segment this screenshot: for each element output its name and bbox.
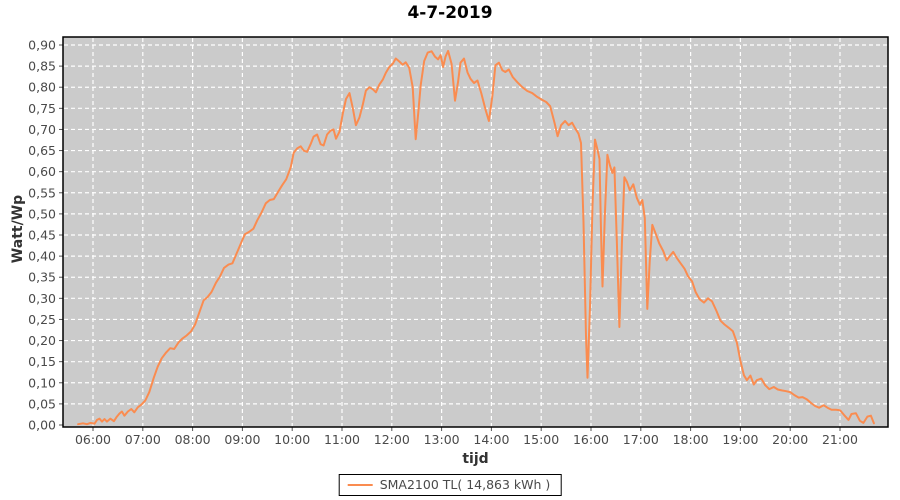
x-tick-label: 20:00: [772, 432, 808, 447]
x-tick-label: 17:00: [623, 432, 659, 447]
x-tick-label: 15:00: [523, 432, 559, 447]
x-axis-title: tijd: [462, 451, 489, 467]
x-tick-label: 07:00: [125, 432, 161, 447]
y-tick-label: 0,60: [28, 164, 56, 179]
legend-line-swatch: [347, 483, 373, 486]
x-tick-label: 14:00: [473, 432, 509, 447]
y-tick-label: 0,15: [28, 354, 56, 369]
y-tick-label: 0,45: [28, 228, 56, 243]
chart-title: 4-7-2019: [407, 3, 493, 23]
legend-series-label: SMA2100 TL( 14,863 kWh ): [379, 477, 551, 492]
y-tick-label: 0,90: [28, 38, 56, 53]
series-line-sma2100-tl: [77, 49, 875, 426]
y-tick-label: 0,50: [28, 206, 56, 221]
y-tick-label: 0,35: [28, 270, 56, 285]
x-tick-label: 10:00: [274, 432, 310, 447]
y-tick-label: 0,75: [28, 101, 56, 116]
y-tick-label: 0,65: [28, 143, 56, 158]
x-tick-label: 19:00: [722, 432, 758, 447]
y-tick-label: 0,00: [28, 418, 56, 433]
x-tick-label: 06:00: [75, 432, 111, 447]
y-tick-label: 0,40: [28, 249, 56, 264]
y-tick-label: 0,70: [28, 122, 56, 137]
x-tick-label: 21:00: [822, 432, 858, 447]
y-tick-label: 0,20: [28, 333, 56, 348]
y-tick-label: 0,80: [28, 80, 56, 95]
y-tick-label: 0,05: [28, 396, 56, 411]
y-tick-label: 0,30: [28, 291, 56, 306]
plot-border: [62, 36, 889, 428]
plot-background: [63, 37, 888, 427]
x-tick-label: 16:00: [573, 432, 609, 447]
x-tick-label: 12:00: [374, 432, 410, 447]
x-tick-label: 18:00: [673, 432, 709, 447]
y-tick-label: 0,55: [28, 185, 56, 200]
x-tick-label: 08:00: [175, 432, 211, 447]
x-tick-label: 13:00: [424, 432, 460, 447]
x-tick-label: 11:00: [324, 432, 360, 447]
y-tick-label: 0,10: [28, 375, 56, 390]
x-tick-label: 09:00: [224, 432, 260, 447]
y-axis-title: Watt/Wp: [10, 194, 26, 264]
y-tick-label: 0,25: [28, 312, 56, 327]
legend-box: SMA2100 TL( 14,863 kWh ): [338, 474, 562, 496]
y-tick-label: 0,85: [28, 59, 56, 74]
